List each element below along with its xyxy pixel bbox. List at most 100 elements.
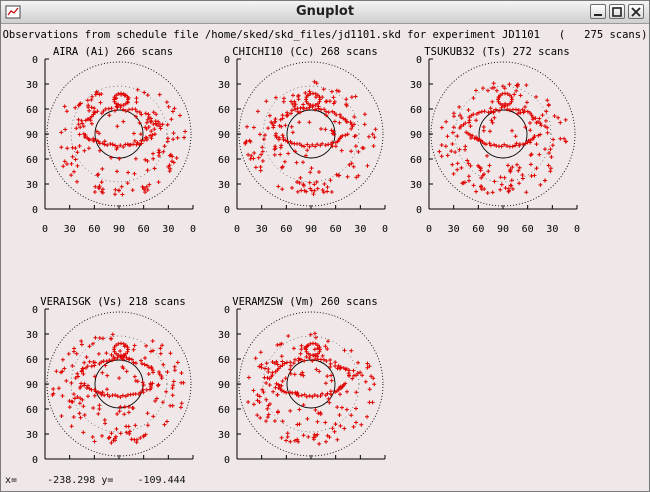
observation-mark xyxy=(62,104,67,109)
title-bar[interactable]: Gnuplot xyxy=(1,1,649,24)
horizon-circle xyxy=(46,61,192,207)
observation-mark xyxy=(264,397,269,402)
observation-mark xyxy=(109,352,114,357)
observation-mark xyxy=(160,400,165,405)
observation-mark xyxy=(148,119,153,124)
observation-mark xyxy=(505,144,509,148)
observation-mark xyxy=(307,393,312,398)
close-button[interactable] xyxy=(628,4,644,19)
elevation-circle xyxy=(286,359,336,409)
observation-mark xyxy=(509,178,514,183)
observation-mark xyxy=(315,142,320,147)
observation-mark xyxy=(82,135,87,139)
observation-mark xyxy=(170,393,175,398)
observation-mark xyxy=(92,374,97,379)
observation-mark xyxy=(323,143,328,148)
observation-mark xyxy=(87,344,92,349)
observation-mark xyxy=(143,125,148,130)
observation-mark xyxy=(160,343,165,348)
observation-mark xyxy=(347,162,352,167)
observation-mark xyxy=(118,143,123,148)
plot-canvas[interactable]: Observations from schedule file /home/sk… xyxy=(1,23,649,471)
observation-mark xyxy=(309,166,314,171)
y-coordinate: -109.444 xyxy=(137,475,186,486)
observation-mark xyxy=(97,403,102,408)
observation-mark xyxy=(503,101,508,106)
observation-mark xyxy=(333,422,338,426)
observation-mark xyxy=(69,173,74,178)
observation-mark xyxy=(71,415,76,419)
observation-mark xyxy=(317,170,321,174)
observation-mark xyxy=(75,163,80,168)
observation-mark xyxy=(246,400,251,404)
observation-mark xyxy=(338,392,342,397)
observation-mark xyxy=(251,125,256,130)
observation-mark xyxy=(310,358,315,363)
x-tick-label: 0 xyxy=(190,224,196,235)
observation-mark xyxy=(273,385,278,390)
observation-mark xyxy=(520,176,525,181)
observation-mark xyxy=(307,144,312,149)
observation-mark xyxy=(285,112,290,117)
observation-mark xyxy=(172,364,177,369)
observation-mark xyxy=(302,188,307,193)
observation-mark xyxy=(481,86,485,91)
observation-mark xyxy=(323,393,328,398)
observation-mark xyxy=(126,410,131,415)
observation-mark xyxy=(123,142,128,147)
observation-mark xyxy=(89,121,94,126)
observation-mark xyxy=(292,104,297,109)
observation-mark xyxy=(126,95,131,100)
y-tick-label: 30 xyxy=(26,80,38,91)
observation-mark xyxy=(80,397,85,402)
observation-mark xyxy=(123,108,128,113)
observation-mark xyxy=(63,127,68,132)
panel-label: TSUKUB32 (Ts) 272 scans xyxy=(424,46,569,58)
observation-mark xyxy=(126,392,130,397)
observation-mark xyxy=(252,151,257,155)
observation-mark xyxy=(311,192,316,197)
observation-mark xyxy=(56,386,61,391)
observation-mark xyxy=(165,370,170,374)
observation-mark xyxy=(156,383,160,388)
observation-mark xyxy=(97,148,102,153)
observation-mark xyxy=(463,121,468,126)
observation-mark xyxy=(248,156,253,161)
observation-mark xyxy=(328,364,333,369)
minimize-button[interactable] xyxy=(590,4,606,19)
maximize-button[interactable] xyxy=(609,4,625,19)
observation-mark xyxy=(534,142,539,147)
observation-mark xyxy=(331,95,336,100)
y-tick-label: 60 xyxy=(26,405,38,416)
observation-mark xyxy=(246,152,251,157)
observation-mark xyxy=(289,111,293,116)
observation-mark xyxy=(59,414,64,418)
observation-mark xyxy=(528,137,533,142)
observation-mark xyxy=(71,349,76,354)
observation-mark xyxy=(356,360,360,365)
observation-mark xyxy=(489,109,493,114)
y-tick-label: 30 xyxy=(218,430,230,441)
observation-mark xyxy=(111,355,116,359)
observation-mark xyxy=(344,407,349,412)
observation-mark xyxy=(517,165,522,170)
observation-mark xyxy=(336,89,341,94)
observation-mark xyxy=(148,381,153,386)
observation-mark xyxy=(77,144,82,148)
observation-mark xyxy=(457,147,462,152)
observation-mark xyxy=(552,114,557,118)
observation-mark xyxy=(151,151,155,156)
observation-mark xyxy=(502,175,507,180)
x-tick-label: 90 xyxy=(113,224,125,235)
observation-mark xyxy=(135,140,140,145)
observation-mark xyxy=(512,92,517,97)
observation-mark xyxy=(298,372,303,377)
observation-mark xyxy=(114,147,119,152)
observation-mark xyxy=(308,332,313,337)
observation-mark xyxy=(329,128,334,133)
observation-mark xyxy=(450,130,455,135)
observation-mark xyxy=(262,137,266,142)
observation-mark xyxy=(75,371,80,376)
observation-mark xyxy=(477,137,482,142)
observation-mark xyxy=(296,439,301,444)
